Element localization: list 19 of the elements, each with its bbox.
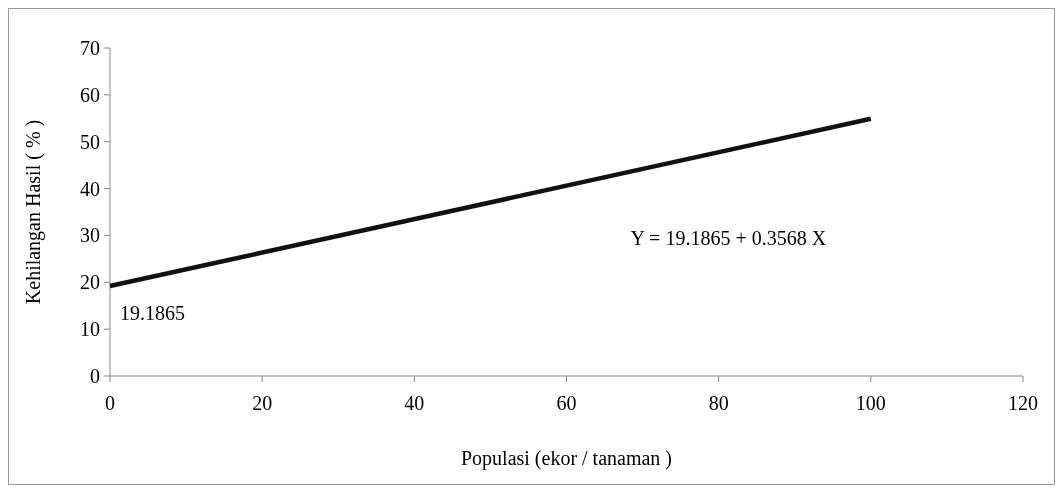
- x-axis-title: Populasi (ekor / tanaman ): [460, 447, 673, 470]
- x-tick-label: 100: [855, 392, 886, 414]
- y-tick-label: 60: [80, 83, 100, 106]
- y-tick-label: 50: [80, 130, 100, 153]
- annotation: Y = 19.1865 + 0.3568 X: [630, 226, 827, 249]
- x-tick-label: 0: [105, 392, 115, 414]
- y-tick-label: 70: [80, 37, 100, 59]
- y-tick-label: 20: [80, 271, 100, 294]
- y-axis-title: Kehilangan Hasil ( % ): [22, 119, 45, 305]
- x-tick-label: 20: [252, 392, 273, 414]
- x-tick-label: 120: [1008, 392, 1038, 414]
- annotation: 19.1865: [120, 302, 185, 325]
- x-tick-label: 60: [556, 392, 577, 414]
- y-tick-label: 0: [90, 365, 100, 387]
- x-tick-label: 40: [404, 392, 425, 414]
- y-tick-label: 40: [80, 177, 100, 200]
- y-tick-label: 30: [80, 224, 100, 247]
- y-tick-label: 10: [80, 318, 100, 341]
- x-tick-label: 80: [708, 392, 729, 414]
